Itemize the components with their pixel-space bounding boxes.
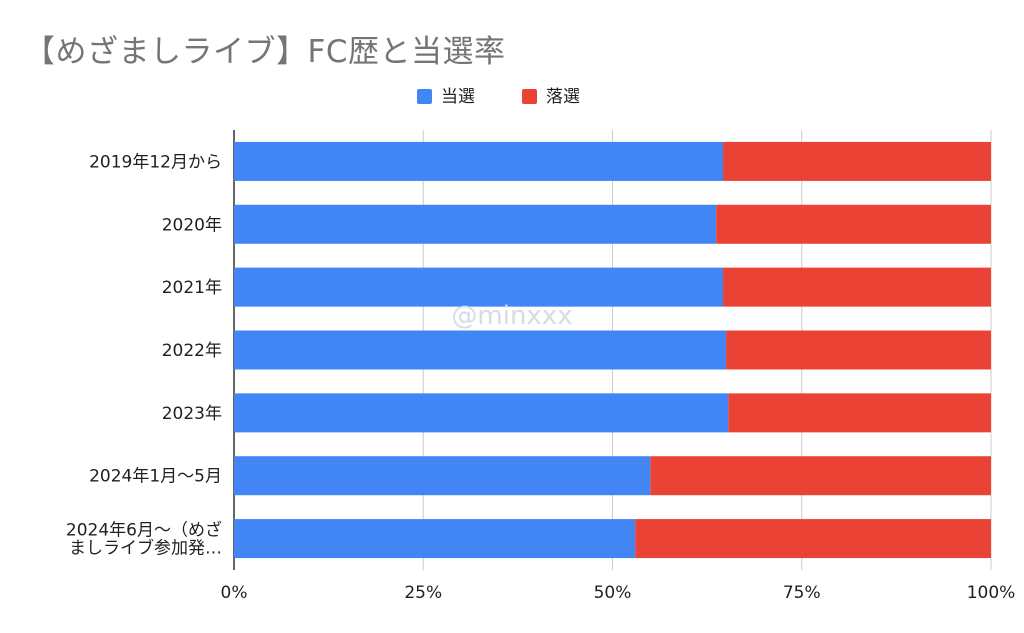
category-label: 2024年1月〜5月 — [89, 467, 222, 487]
bar-segment-win — [234, 141, 724, 181]
x-tick-label: 50% — [594, 583, 632, 603]
bar-segment-lose — [716, 204, 991, 244]
category-label: 2023年 — [162, 404, 222, 424]
bar-segment-lose — [726, 330, 991, 370]
bar-segment-win — [234, 204, 717, 244]
category-label: 2019年12月から — [89, 152, 222, 172]
legend-label: 落選 — [546, 87, 580, 107]
category-label: 2020年 — [162, 215, 222, 235]
x-tick-label: 100% — [967, 583, 1016, 603]
x-tick-label: 75% — [783, 583, 821, 603]
bar-segment-lose — [728, 393, 991, 433]
chart-title: 【めざましライブ】FC歴と当選率 — [24, 34, 506, 70]
watermark-text: @minxxx — [451, 301, 572, 331]
bar-segment-win — [234, 267, 724, 307]
bar-segment-win — [234, 330, 727, 370]
legend-swatch — [417, 89, 432, 104]
category-label: ましライブ参加発… — [69, 538, 222, 559]
bar-segment-lose — [723, 267, 991, 307]
bar-segment-win — [234, 456, 651, 496]
bar-segment-win — [234, 393, 729, 433]
bar-segment-win — [234, 519, 636, 559]
bar-segment-lose — [650, 456, 991, 496]
x-tick-label: 25% — [404, 583, 442, 603]
bar-segment-lose — [723, 141, 991, 181]
legend-label: 当選 — [441, 87, 475, 107]
category-label: 2021年 — [162, 278, 222, 298]
legend-swatch — [522, 89, 537, 104]
bar-segment-lose — [635, 519, 991, 559]
x-tick-label: 0% — [221, 583, 248, 603]
category-label: 2024年6月〜（めざ — [66, 520, 222, 541]
category-label: 2022年 — [162, 341, 222, 361]
